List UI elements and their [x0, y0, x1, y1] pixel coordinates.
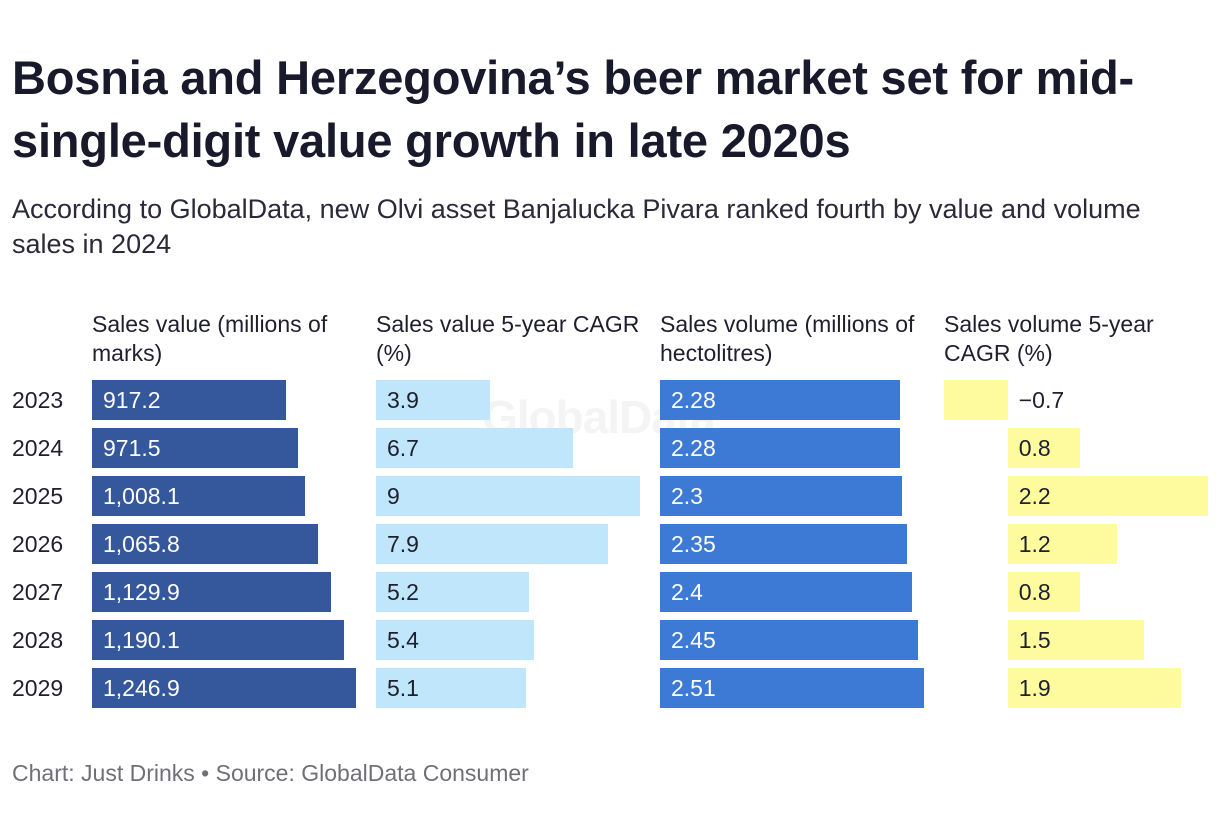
data-label: 0.8 — [1018, 435, 1051, 461]
bar — [1007, 524, 1117, 564]
bar — [376, 668, 526, 708]
chart-title: Bosnia and Herzegovina’s beer market set… — [12, 51, 1135, 167]
data-label: 5.1 — [387, 675, 419, 701]
year-label: 2028 — [12, 627, 64, 653]
data-label: 2.4 — [671, 579, 703, 605]
data-label: 917.2 — [103, 387, 161, 413]
data-label: 971.5 — [103, 435, 161, 461]
bar — [92, 668, 356, 708]
bar — [92, 380, 287, 420]
year-label: 2029 — [12, 675, 64, 701]
year-label: 2024 — [12, 435, 64, 461]
data-label: 1,065.8 — [103, 531, 180, 557]
bar — [660, 572, 913, 612]
data-label: 2.2 — [1018, 483, 1051, 509]
data-label: 1,190.1 — [103, 627, 180, 653]
column-header: Sales volume 5-year CAGR (%) — [944, 311, 1154, 366]
year-label: 2026 — [12, 531, 64, 557]
data-label: 2.35 — [671, 531, 716, 557]
year-label: 2025 — [12, 483, 64, 509]
bar — [944, 380, 1008, 420]
bar — [660, 620, 918, 660]
data-label: 6.7 — [387, 435, 419, 461]
column-header: Sales volume (millions of hectolitres) — [660, 311, 915, 366]
data-label: 3.9 — [387, 387, 419, 413]
bar — [376, 524, 608, 564]
bar — [92, 620, 344, 660]
data-label: 2.3 — [671, 483, 703, 509]
bar — [92, 428, 298, 468]
bar — [92, 572, 332, 612]
bar — [660, 380, 900, 420]
data-label: 9 — [387, 483, 400, 509]
bar — [1007, 476, 1208, 516]
data-label: 7.9 — [387, 531, 419, 557]
bar — [92, 476, 306, 516]
data-label: 2.45 — [671, 627, 716, 653]
bar — [660, 476, 902, 516]
bar — [660, 668, 924, 708]
data-label: 2.28 — [671, 435, 716, 461]
bar — [92, 524, 318, 564]
column-header: Sales value 5-year CAGR (%) — [376, 311, 640, 366]
bar — [376, 620, 535, 660]
data-label: 1.2 — [1018, 531, 1051, 557]
bar — [376, 572, 529, 612]
data-label: 5.4 — [387, 627, 419, 653]
bar — [660, 524, 908, 564]
bar — [660, 428, 900, 468]
data-label: 2.28 — [671, 387, 716, 413]
bar — [376, 476, 640, 516]
bar — [376, 380, 491, 420]
chart-footer: Chart: Just Drinks • Source: GlobalData … — [12, 760, 529, 786]
chart-subtitle: According to GlobalData, new Olvi asset … — [12, 194, 1141, 259]
bar — [1007, 620, 1145, 660]
data-label: 1,129.9 — [103, 579, 180, 605]
data-label: 5.2 — [387, 579, 419, 605]
year-label: 2027 — [12, 579, 64, 605]
bar — [1007, 668, 1181, 708]
bar — [376, 428, 573, 468]
data-label: 1.9 — [1018, 675, 1051, 701]
bar — [1007, 572, 1081, 612]
data-label: 1,246.9 — [103, 675, 180, 701]
column-header: Sales value (millions of marks) — [92, 311, 328, 366]
data-label: −0.7 — [1018, 387, 1065, 413]
data-label: 1.5 — [1018, 627, 1051, 653]
data-label: 2.51 — [671, 675, 716, 701]
bar — [1007, 428, 1081, 468]
year-label: 2023 — [12, 387, 64, 413]
data-label: 1,008.1 — [103, 483, 180, 509]
data-label: 0.8 — [1018, 579, 1051, 605]
